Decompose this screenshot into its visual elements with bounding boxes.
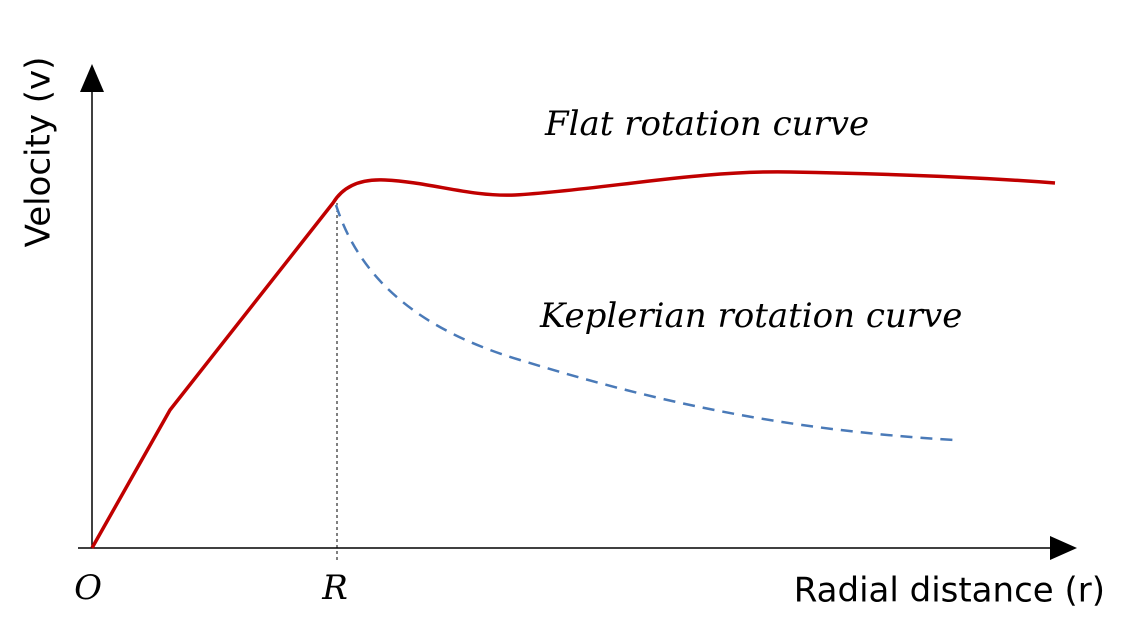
x-axis-label: Radial distance (r) [794, 571, 1105, 611]
flat-label: Flat rotation curve [544, 104, 869, 144]
y-axis-arrow [80, 64, 104, 92]
x-axis-arrow [1050, 536, 1077, 560]
keplerian-label: Keplerian rotation curve [539, 296, 962, 336]
r-label: R [321, 568, 348, 608]
keplerian-curve [334, 204, 956, 442]
flat-curve [90, 170, 1056, 549]
y-axis-label: Velocity (v) [19, 57, 59, 248]
origin-label: O [74, 568, 102, 608]
